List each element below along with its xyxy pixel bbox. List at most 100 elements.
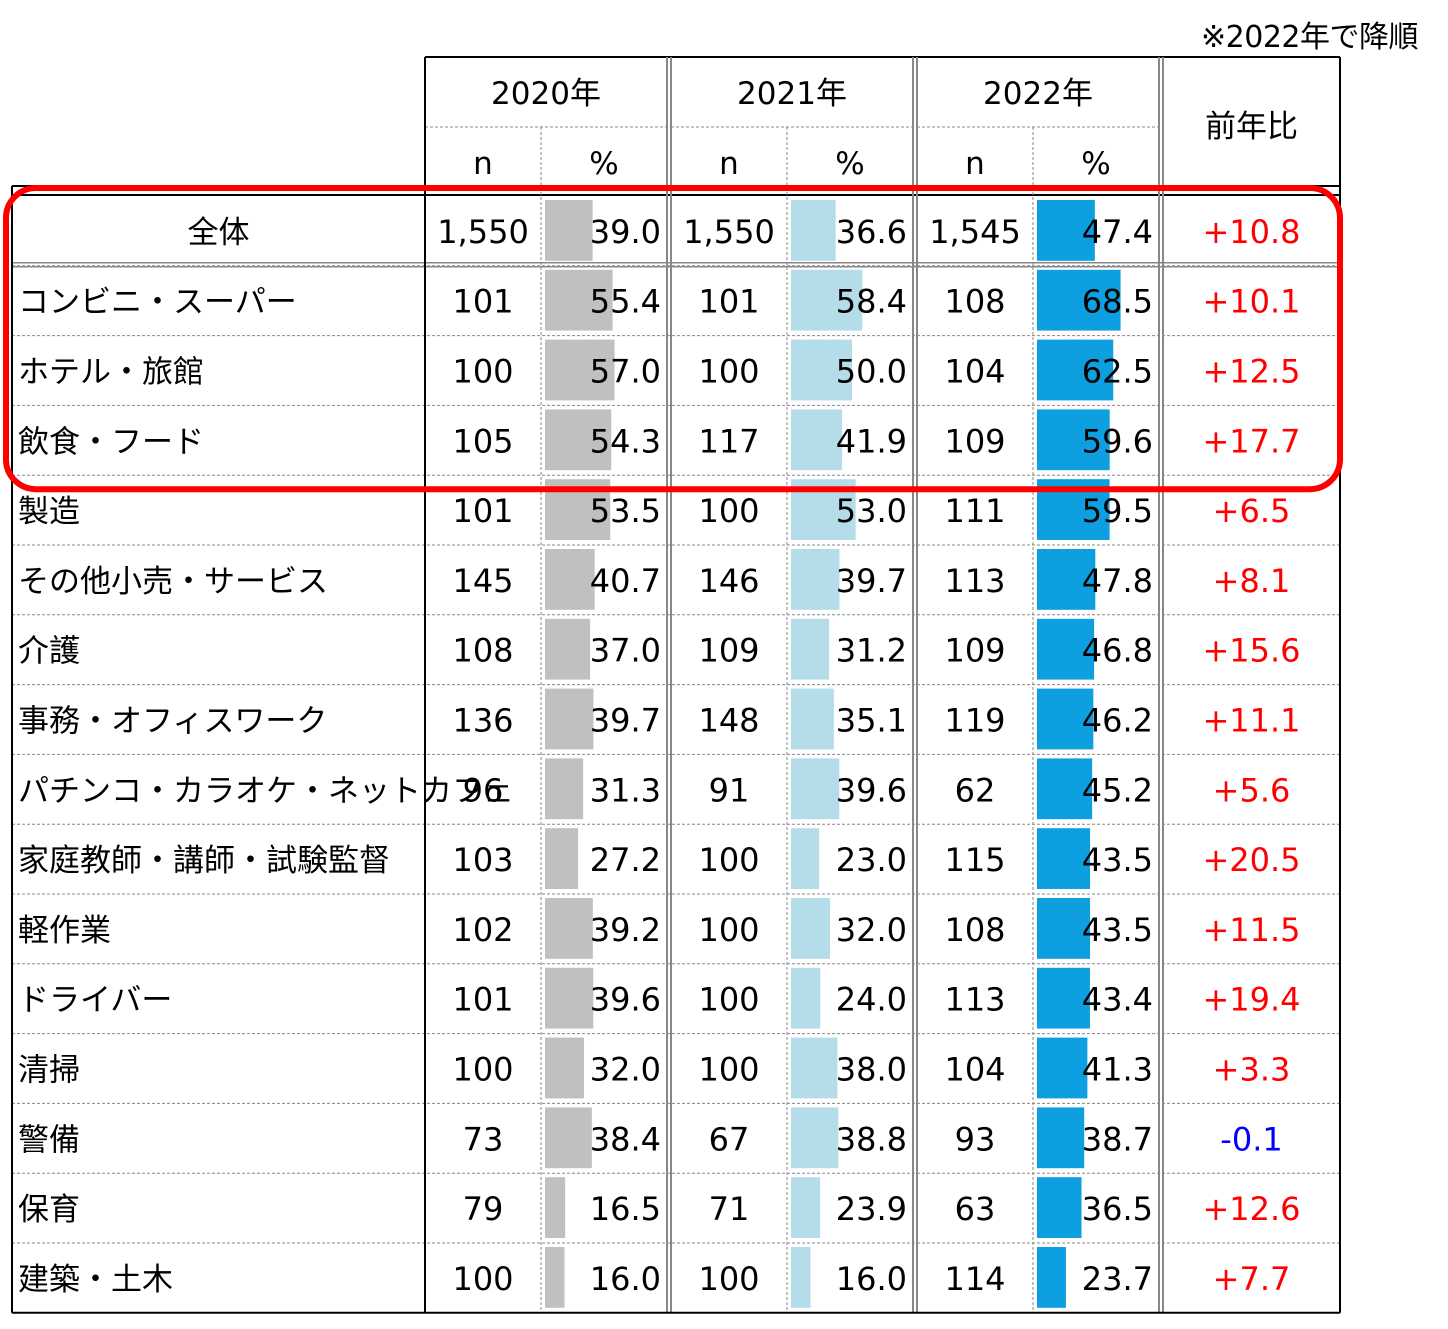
change-value: +8.1 [1213,562,1291,600]
n-value: 146 [698,562,759,600]
n-value: 119 [944,702,1005,740]
bar-2021 [791,688,834,750]
bar-2020 [545,1247,565,1308]
bar-2020 [545,688,594,750]
n-value: 62 [955,771,996,809]
n-value: 104 [944,353,1005,391]
n-value: 67 [709,1120,750,1158]
n-value: 91 [709,771,750,809]
pct-value: 38.8 [836,1120,907,1158]
bar-2020 [545,898,593,959]
row-label: 全体 [188,215,250,251]
bar-2022 [1037,200,1095,261]
pct-value: 36.6 [836,213,907,251]
pct-value: 39.0 [590,213,661,251]
bar-2022 [1037,549,1096,610]
n-value: 111 [944,492,1005,530]
n-value: 103 [452,841,513,879]
pct-value: 38.4 [590,1120,661,1158]
pct-value: 32.0 [836,911,907,949]
bar-2022 [1037,1247,1066,1308]
n-value: 71 [709,1190,750,1228]
n-value: 101 [452,492,513,530]
n-value: 100 [698,911,759,949]
n-value: 108 [944,911,1005,949]
bar-2021 [791,1177,821,1238]
row-label: 保育 [18,1192,80,1228]
highlight-frame [3,185,1343,493]
pct-value: 31.3 [590,771,661,809]
pct-value: 55.4 [590,283,661,321]
bar-2020 [545,618,591,680]
year-header: 2021年 [737,76,847,112]
pct-value: 62.5 [1082,353,1153,391]
bar-2020 [545,1177,566,1238]
bar-2021 [791,200,836,261]
change-value: +11.5 [1202,911,1300,949]
bar-2022 [1037,828,1091,889]
pct-value: 39.7 [836,562,907,600]
pct-value: 23.7 [1082,1260,1153,1298]
change-value: +6.5 [1213,492,1291,530]
pct-value: 38.7 [1082,1120,1153,1158]
bar-2020 [545,758,584,820]
bar-2021 [791,1107,839,1169]
n-value: 117 [698,422,759,460]
year-header: 2022年 [983,76,1093,112]
n-value: 113 [944,562,1005,600]
pct-value: 39.7 [590,702,661,740]
n-value: 1,550 [437,213,529,251]
n-value: 136 [452,702,513,740]
bar-2020 [545,828,579,889]
n-value: 108 [452,632,513,670]
year-header: 2020年 [491,76,601,112]
n-value: 109 [698,632,759,670]
change-value: +17.7 [1202,422,1300,460]
n-value: 79 [463,1190,504,1228]
n-value: 100 [452,1051,513,1089]
n-value: 100 [698,492,759,530]
row-label: 製造 [18,494,80,530]
change-value: +7.7 [1213,1260,1291,1298]
change-value: +10.8 [1202,213,1300,251]
pct-value: 40.7 [590,562,661,600]
pct-value: 54.3 [590,422,661,460]
n-value: 63 [955,1190,996,1228]
bar-2020 [545,1107,592,1169]
bar-2022 [1037,339,1114,401]
pct-value: 27.2 [590,841,661,879]
pct-value: 24.0 [836,981,907,1019]
n-value: 102 [452,911,513,949]
pct-value: 58.4 [836,283,907,321]
pct-value: 23.0 [836,841,907,879]
n-value: 101 [452,981,513,1019]
bar-2021 [791,549,840,610]
row-label: コンビニ・スーパー [18,285,297,321]
bar-2022 [1037,1177,1082,1238]
bar-2022 [1037,758,1093,820]
bar-2022 [1037,269,1121,331]
row-label: 清掃 [18,1053,80,1089]
bar-2021 [791,409,843,471]
change-value: +11.1 [1202,702,1300,740]
row-label: ドライバー [18,983,172,1019]
pct-value: 35.1 [836,702,907,740]
bar-2022 [1037,409,1110,471]
pct-value: 59.5 [1082,492,1153,530]
change-value: +5.6 [1213,771,1291,809]
pct-value: 16.5 [590,1190,661,1228]
pct-value: 36.5 [1082,1190,1153,1228]
pct-value: 41.9 [836,422,907,460]
bar-2020 [545,339,615,401]
bar-2021 [791,269,863,331]
pct-value: 16.0 [590,1260,661,1298]
n-value: 109 [944,422,1005,460]
n-value: 101 [698,283,759,321]
pct-value: 37.0 [590,632,661,670]
n-value: 93 [955,1120,996,1158]
sort-note: ※2022年で降順 [1201,20,1418,55]
pct-value: 50.0 [836,353,907,391]
bar-2022 [1037,967,1090,1029]
bar-2021 [791,898,831,959]
